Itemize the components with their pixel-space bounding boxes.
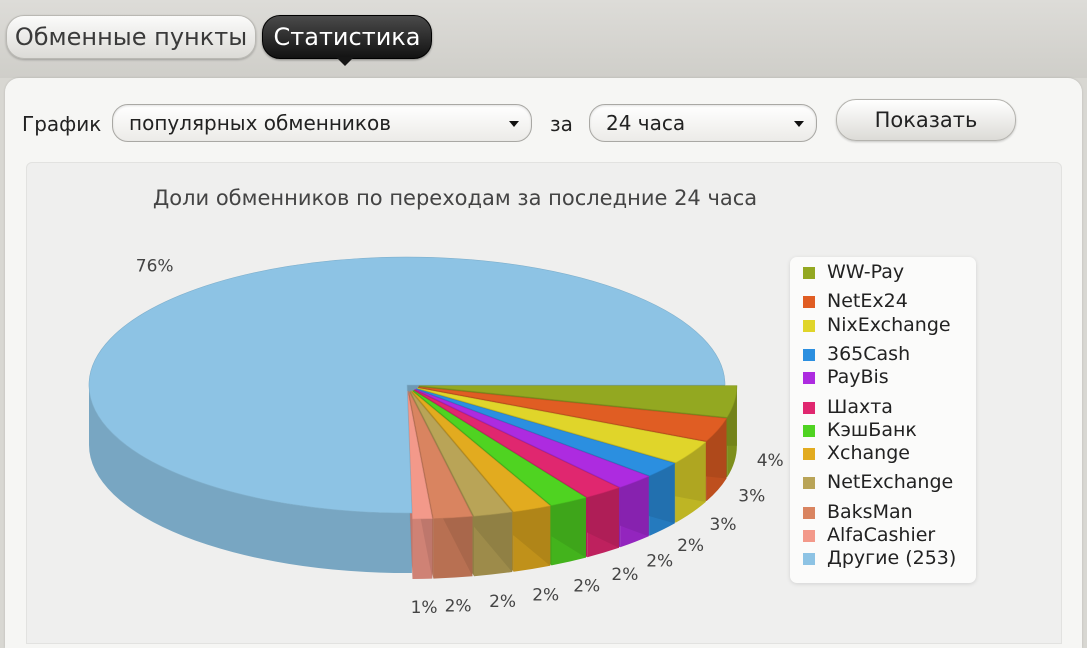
slice-label-другие-253-: 76%: [136, 256, 174, 276]
graph-type-select[interactable]: популярных обменников: [112, 104, 532, 142]
legend-swatch: [803, 296, 815, 308]
legend-swatch: [803, 477, 815, 489]
graph-type-value: популярных обменников: [129, 111, 392, 135]
slice-label-nixexchange: 3%: [710, 515, 737, 535]
slice-label-paybis: 2%: [646, 552, 673, 572]
legend-label: NixExchange: [827, 314, 951, 336]
slice-label-netex24: 3%: [738, 486, 765, 506]
slice-label-ww-pay: 4%: [757, 451, 784, 471]
legend-swatch: [803, 553, 815, 565]
legend-label: AlfaCashier: [827, 524, 936, 546]
slice-label-alfacashier: 1%: [411, 598, 438, 618]
pie-slice-netexchange[interactable]: [409, 390, 513, 517]
legend-label: PayBis: [827, 366, 889, 388]
pie-slice-side-другие-253-: [89, 385, 412, 574]
legend-label: Шахта: [827, 396, 893, 418]
pie-slice-baksman[interactable]: [408, 390, 473, 519]
graph-label: График: [22, 112, 102, 136]
legend-swatch: [803, 507, 815, 519]
pie-slice-alfacashier[interactable]: [407, 390, 433, 520]
chart-legend: WW-Pay NetEx24 NixExchange 365Cash PayBis Шах…: [790, 257, 976, 583]
pie-slice-ww-pay[interactable]: [418, 385, 738, 418]
legend-swatch: [803, 402, 815, 414]
legend-label: WW-Pay: [827, 261, 905, 283]
pie-slice-шахта[interactable]: [413, 389, 620, 498]
period-select[interactable]: 24 часа: [589, 104, 817, 142]
legend-swatch: [803, 372, 815, 384]
dropdown-arrow-icon: [509, 121, 519, 127]
legend-swatch: [803, 425, 815, 437]
period-value: 24 часа: [606, 111, 686, 135]
legend-label: BaksMan: [827, 501, 913, 523]
show-button[interactable]: Показать: [836, 99, 1016, 141]
slice-label-кэшбанк: 2%: [573, 576, 600, 596]
pie-slice-netex24[interactable]: [418, 386, 728, 442]
pie-slice-кэшбанк[interactable]: [412, 389, 587, 506]
dropdown-arrow-icon: [794, 121, 804, 127]
legend-label: Xchange: [827, 442, 910, 464]
period-label: за: [550, 112, 573, 136]
legend-label: NetExchange: [827, 471, 954, 493]
legend-label: Другие (253): [827, 547, 957, 569]
slice-label-netexchange: 2%: [489, 592, 516, 612]
pie-slice-365cash[interactable]: [416, 388, 676, 477]
active-tab-pointer: [336, 57, 354, 66]
pie-slice-nixexchange[interactable]: [417, 387, 707, 463]
tab-statistics[interactable]: Статистика: [262, 15, 432, 59]
chart-title: Доли обменников по переходам за последни…: [153, 186, 757, 210]
legend-swatch: [803, 267, 815, 279]
tab-exchange-points[interactable]: Обменные пункты: [6, 15, 256, 59]
pie-slice-другие-253-[interactable]: [88, 256, 726, 514]
legend-label: NetEx24: [827, 290, 908, 312]
legend-swatch: [803, 349, 815, 361]
slice-label-шахта: 2%: [611, 565, 638, 585]
slice-label-365cash: 2%: [677, 536, 704, 556]
legend-label: КэшБанк: [827, 419, 917, 441]
legend-swatch: [803, 320, 815, 332]
slice-label-xchange: 2%: [532, 586, 559, 606]
pie-chart: Доли обменников по переходам за последни…: [88, 186, 784, 618]
legend-swatch: [803, 530, 815, 542]
pie-slice-xchange[interactable]: [411, 390, 551, 513]
legend-label: 365Cash: [827, 343, 911, 365]
legend-swatch: [803, 448, 815, 460]
pie-slice-paybis[interactable]: [415, 389, 650, 488]
slice-label-baksman: 2%: [445, 596, 472, 616]
